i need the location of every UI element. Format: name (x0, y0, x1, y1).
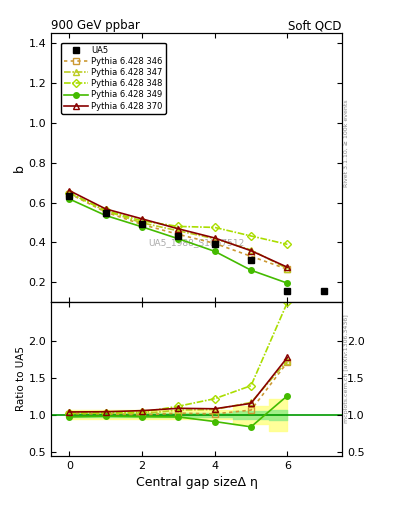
Pythia 6.428 370 (103, 206, 108, 212)
Pythia 6.428 347 (212, 236, 217, 242)
Legend: UA5, Pythia 6.428 346, Pythia 6.428 347, Pythia 6.428 348, Pythia 6.428 349, Pyt: UA5, Pythia 6.428 346, Pythia 6.428 347,… (61, 43, 166, 114)
Text: UA5_1988_S1867512: UA5_1988_S1867512 (149, 239, 244, 247)
Line: Pythia 6.428 370: Pythia 6.428 370 (66, 188, 290, 270)
Pythia 6.428 349 (103, 212, 108, 219)
Pythia 6.428 348 (285, 241, 290, 247)
Pythia 6.428 370 (249, 248, 253, 254)
Pythia 6.428 346 (176, 231, 181, 238)
Text: Rivet 3.1.10, ≥ 100k events: Rivet 3.1.10, ≥ 100k events (344, 99, 349, 187)
Pythia 6.428 370 (285, 264, 290, 270)
Pythia 6.428 347 (249, 247, 253, 253)
Pythia 6.428 348 (140, 218, 144, 224)
Pythia 6.428 346 (103, 209, 108, 215)
Pythia 6.428 347 (67, 190, 72, 196)
Line: Pythia 6.428 346: Pythia 6.428 346 (66, 191, 290, 272)
Pythia 6.428 370 (67, 187, 72, 194)
Pythia 6.428 349 (140, 224, 144, 230)
Pythia 6.428 346 (212, 240, 217, 246)
Pythia 6.428 349 (285, 280, 290, 286)
Pythia 6.428 346 (285, 266, 290, 272)
Line: Pythia 6.428 349: Pythia 6.428 349 (66, 196, 290, 286)
Pythia 6.428 348 (103, 207, 108, 214)
Pythia 6.428 348 (249, 233, 253, 239)
Pythia 6.428 370 (140, 216, 144, 222)
Pythia 6.428 346 (249, 253, 253, 260)
Pythia 6.428 370 (212, 235, 217, 241)
Text: Soft QCD: Soft QCD (288, 19, 342, 32)
Y-axis label: Ratio to UA5: Ratio to UA5 (16, 347, 26, 411)
Pythia 6.428 347 (103, 208, 108, 214)
Pythia 6.428 370 (176, 226, 181, 232)
Pythia 6.428 348 (212, 224, 217, 230)
Line: Pythia 6.428 348: Pythia 6.428 348 (66, 190, 290, 247)
Line: Pythia 6.428 347: Pythia 6.428 347 (66, 190, 290, 271)
Pythia 6.428 348 (176, 223, 181, 229)
Pythia 6.428 349 (67, 196, 72, 202)
Pythia 6.428 346 (140, 221, 144, 227)
Pythia 6.428 347 (285, 266, 290, 272)
Text: 900 GeV ppbar: 900 GeV ppbar (51, 19, 140, 32)
Y-axis label: b: b (13, 164, 26, 172)
Pythia 6.428 349 (176, 236, 181, 242)
Pythia 6.428 349 (249, 267, 253, 273)
Pythia 6.428 348 (67, 190, 72, 196)
Pythia 6.428 347 (140, 220, 144, 226)
Pythia 6.428 346 (67, 190, 72, 197)
Pythia 6.428 347 (176, 228, 181, 234)
Pythia 6.428 349 (212, 248, 217, 254)
X-axis label: Central gap sizeΔ η: Central gap sizeΔ η (136, 476, 257, 489)
Text: mcplots.cern.ch [arXiv:1306.3436]: mcplots.cern.ch [arXiv:1306.3436] (344, 314, 349, 423)
